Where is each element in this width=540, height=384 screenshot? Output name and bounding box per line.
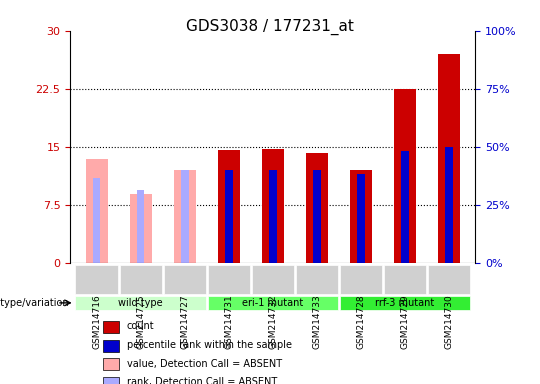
Bar xyxy=(174,170,195,263)
Bar xyxy=(137,190,145,263)
Text: GSM214731: GSM214731 xyxy=(224,295,233,349)
FancyBboxPatch shape xyxy=(76,296,206,310)
Bar xyxy=(306,153,328,263)
FancyBboxPatch shape xyxy=(252,265,294,294)
Bar xyxy=(394,89,416,263)
Bar xyxy=(357,174,364,263)
Text: eri-1 mutant: eri-1 mutant xyxy=(242,298,303,308)
Bar xyxy=(181,170,188,263)
Text: GSM214729: GSM214729 xyxy=(400,295,409,349)
Bar xyxy=(350,169,372,263)
Text: GSM214725: GSM214725 xyxy=(136,295,145,349)
Text: rrf-3 mutant: rrf-3 mutant xyxy=(375,298,434,308)
Bar xyxy=(93,178,100,263)
FancyBboxPatch shape xyxy=(119,265,162,294)
Bar xyxy=(103,358,119,370)
Text: GSM214733: GSM214733 xyxy=(312,295,321,349)
Bar xyxy=(438,54,460,263)
FancyBboxPatch shape xyxy=(207,265,250,294)
Text: GDS3038 / 177231_at: GDS3038 / 177231_at xyxy=(186,19,354,35)
Text: wild type: wild type xyxy=(118,298,163,308)
Text: genotype/variation: genotype/variation xyxy=(0,298,69,308)
FancyBboxPatch shape xyxy=(164,265,206,294)
FancyBboxPatch shape xyxy=(76,265,118,294)
Bar xyxy=(103,377,119,384)
Bar xyxy=(445,147,453,263)
FancyBboxPatch shape xyxy=(383,265,426,294)
Bar xyxy=(401,151,409,263)
Bar xyxy=(313,170,321,263)
FancyBboxPatch shape xyxy=(340,296,470,310)
Text: GSM214728: GSM214728 xyxy=(356,295,365,349)
Bar xyxy=(103,340,119,352)
Bar xyxy=(225,170,233,263)
Text: value, Detection Call = ABSENT: value, Detection Call = ABSENT xyxy=(127,359,282,369)
Text: GSM214727: GSM214727 xyxy=(180,295,189,349)
Bar xyxy=(269,170,276,263)
Bar xyxy=(86,159,107,263)
Text: GSM214716: GSM214716 xyxy=(92,295,101,349)
Text: rank, Detection Call = ABSENT: rank, Detection Call = ABSENT xyxy=(127,377,277,384)
Text: GSM214732: GSM214732 xyxy=(268,295,277,349)
FancyBboxPatch shape xyxy=(207,296,338,310)
Bar xyxy=(130,194,152,263)
Text: GSM214730: GSM214730 xyxy=(444,295,453,349)
FancyBboxPatch shape xyxy=(340,265,382,294)
FancyBboxPatch shape xyxy=(428,265,470,294)
FancyBboxPatch shape xyxy=(295,265,338,294)
Bar xyxy=(262,149,284,263)
Text: percentile rank within the sample: percentile rank within the sample xyxy=(127,340,292,350)
Bar xyxy=(103,321,119,333)
Bar xyxy=(218,150,240,263)
Text: count: count xyxy=(127,321,154,331)
